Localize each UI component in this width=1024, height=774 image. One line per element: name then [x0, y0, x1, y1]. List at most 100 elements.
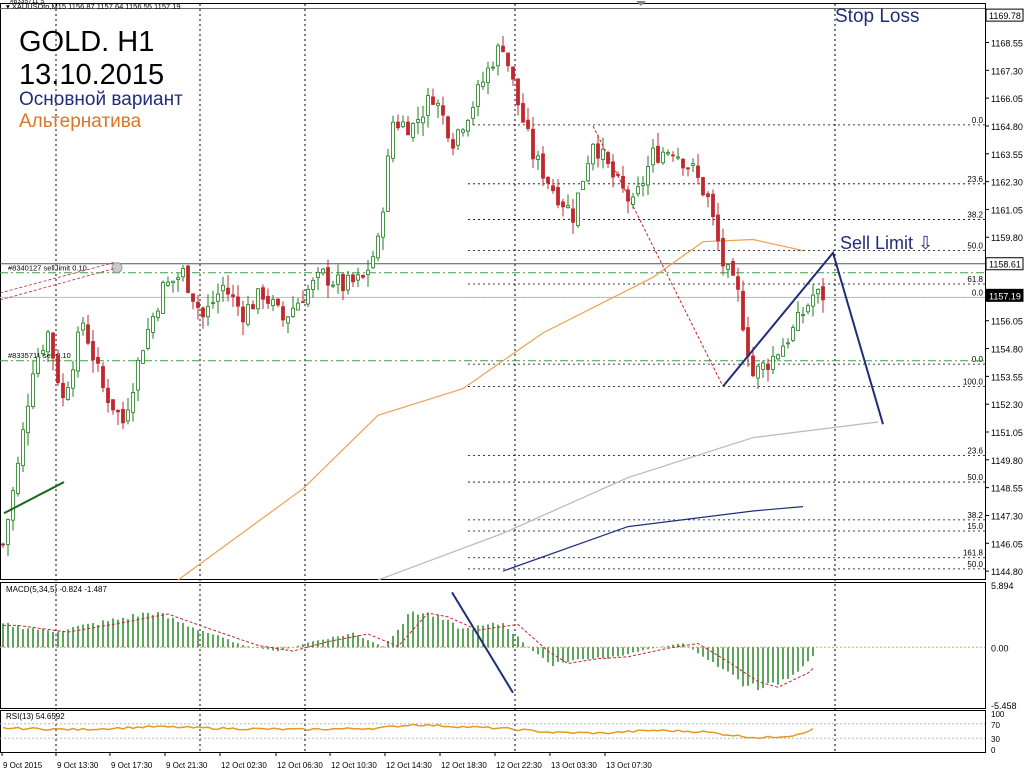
candle-body [746, 327, 750, 357]
order-marker [111, 262, 123, 274]
candle-body [126, 409, 130, 422]
candle-body [286, 316, 290, 324]
candle-body [806, 305, 810, 313]
scroll-marker-icon [636, 1, 646, 6]
candle-body [301, 301, 305, 304]
candle-body [536, 155, 540, 160]
fib-label: 38.2 [967, 210, 983, 219]
candle-body [216, 293, 220, 302]
candle-body [461, 129, 465, 133]
candle-body [431, 96, 435, 105]
rsi-panel-frame [0, 710, 986, 753]
candle-body [36, 356, 40, 374]
candle-body [311, 280, 315, 290]
candle-body [411, 123, 415, 138]
candle-body [296, 302, 300, 311]
macd-tick-label: -5.458 [991, 701, 1017, 711]
x-tick-label: 13 Oct 03:30 [551, 761, 597, 770]
candle-body [341, 274, 345, 292]
candle-body [456, 129, 460, 146]
candle-body [86, 324, 90, 344]
candle-body [21, 429, 25, 467]
candle-body [221, 284, 225, 292]
candle-body [776, 354, 780, 360]
candle-body [631, 196, 635, 205]
y-tick-label: 1148.55 [991, 484, 1023, 494]
y-tick-label: 1164.80 [991, 122, 1023, 132]
candle-body [166, 281, 170, 286]
candle-body [666, 152, 670, 155]
candle-body [1, 543, 5, 546]
candle-body [361, 275, 365, 278]
candle-body [316, 271, 320, 278]
ma-orange-line [177, 238, 804, 581]
y-tick-label: 1153.55 [991, 372, 1023, 382]
candle-body [396, 121, 400, 129]
candle-body [801, 314, 805, 317]
price-badge-text: 1157.19 [989, 291, 1021, 301]
candle-body [481, 81, 485, 87]
price-badge-text: 1169.78 [989, 11, 1021, 21]
x-tick-label: 12 Oct 06:30 [277, 761, 323, 770]
x-tick-label: 9 Oct 2015 [3, 761, 43, 770]
y-tick-label: 1147.30 [991, 511, 1023, 521]
candle-body [436, 102, 440, 106]
candle-body [621, 175, 625, 189]
fib-label: 23.6 [967, 175, 983, 184]
candle-body [266, 296, 270, 304]
y-tick-label: 1166.05 [991, 94, 1023, 104]
candle-body [26, 405, 30, 434]
chart-date: 13.10.2015 [19, 59, 165, 91]
candle-body [256, 288, 260, 310]
candle-body [416, 119, 420, 123]
candle-body [136, 359, 140, 391]
candle-body [276, 298, 280, 306]
candle-body [96, 356, 100, 364]
candle-body [636, 186, 640, 195]
candle-body [486, 67, 490, 84]
trend-line-green [3, 481, 65, 515]
macd-tick-label: 5.894 [991, 581, 1014, 591]
candle-body [711, 193, 715, 218]
candle-body [156, 310, 160, 318]
ma-gray-line [377, 421, 879, 581]
candle-body [271, 299, 275, 307]
fib-label: 50.0 [967, 242, 983, 251]
candle-body [706, 193, 710, 198]
candle-body [351, 274, 355, 283]
price-badges: 1169.78 1158.61 1157.19 [985, 8, 1024, 302]
y-tick-label: 1162.30 [991, 178, 1023, 188]
candle-body [116, 409, 120, 413]
fib-label: 100.0 [963, 377, 984, 386]
candle-body [171, 280, 175, 284]
x-tick-label: 13 Oct 07:30 [606, 761, 652, 770]
candle-body [451, 139, 455, 149]
candle-body [676, 156, 680, 159]
candle-body [291, 307, 295, 317]
sell-limit-label: Sell Limit ⇩ [840, 233, 934, 253]
candle-body [696, 165, 700, 178]
candle-body [716, 214, 720, 242]
candle-body [671, 154, 675, 157]
candle-body [496, 45, 500, 67]
candle-body [736, 276, 740, 290]
candle-body [91, 341, 95, 361]
price-badge [985, 257, 1024, 271]
y-tick-label: 1163.55 [991, 150, 1023, 160]
candle-body [516, 78, 520, 106]
candle-body [406, 121, 410, 136]
candle-body [566, 205, 570, 208]
candle-body [531, 128, 535, 160]
candle-body [741, 290, 745, 331]
candle-body [491, 66, 495, 69]
candle-body [211, 302, 215, 305]
x-tick-label: 9 Oct 17:30 [111, 761, 153, 770]
candle-body [181, 268, 185, 278]
y-tick-label: 1168.55 [991, 38, 1023, 48]
x-tick-label: 9 Oct 13:30 [57, 761, 99, 770]
x-tick-label: 12 Oct 18:30 [441, 761, 487, 770]
candle-body [321, 268, 325, 274]
chart-title: GOLD. H1 [19, 26, 155, 58]
x-tick-label: 12 Oct 14:30 [386, 761, 432, 770]
